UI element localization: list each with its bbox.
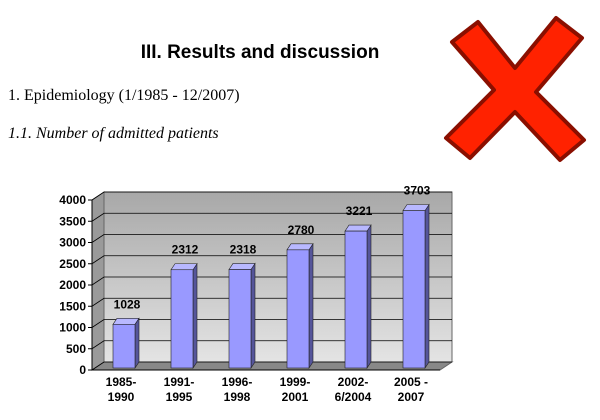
bar bbox=[344, 224, 372, 369]
grid-line bbox=[91, 319, 452, 328]
bar-front bbox=[402, 210, 426, 369]
bar bbox=[286, 242, 314, 369]
slide-heading: III. Results and discussion bbox=[141, 42, 380, 63]
bar-top bbox=[112, 318, 140, 325]
grid-line bbox=[91, 361, 452, 371]
grid-segment bbox=[91, 319, 452, 328]
grid-line bbox=[91, 212, 452, 222]
bar-side bbox=[308, 242, 314, 369]
reject-icon bbox=[444, 16, 586, 162]
x-tick-label: 2005 -2007 bbox=[394, 375, 428, 404]
bar-front bbox=[286, 249, 310, 369]
y-tick-label: 2000 bbox=[59, 278, 86, 292]
value-label: 3221 bbox=[346, 204, 373, 218]
grid-line bbox=[91, 297, 452, 307]
x-tick-label: 1996-1998 bbox=[222, 375, 253, 404]
grid-line bbox=[91, 234, 452, 243]
x-tick-label: 2002-6/2004 bbox=[335, 375, 372, 404]
bar bbox=[228, 262, 256, 369]
bar-top bbox=[170, 263, 198, 271]
y-tick-label: 3000 bbox=[59, 236, 86, 250]
value-label: 1028 bbox=[114, 297, 141, 311]
bar-side bbox=[192, 262, 198, 369]
value-label: 2780 bbox=[288, 223, 315, 237]
bar-front bbox=[344, 230, 368, 369]
bar-side bbox=[250, 262, 256, 369]
grid-segment bbox=[91, 191, 452, 201]
grid-segment bbox=[91, 361, 452, 371]
y-tick-label: 3500 bbox=[59, 214, 86, 228]
grid-segment bbox=[91, 234, 452, 243]
value-label: 3703 bbox=[404, 184, 431, 198]
bar-front bbox=[228, 269, 252, 369]
grid-segment bbox=[91, 340, 452, 350]
bar-side bbox=[424, 203, 430, 369]
grid-line bbox=[91, 191, 452, 201]
bar-top bbox=[402, 204, 430, 211]
y-tick-label: 1500 bbox=[59, 299, 86, 313]
y-tick-label: 0 bbox=[79, 363, 86, 377]
value-label: 2312 bbox=[172, 243, 199, 257]
bar-top bbox=[228, 263, 256, 270]
section-title: 1. Epidemiology (1/1985 - 12/2007) bbox=[8, 87, 240, 104]
y-tick-label: 1000 bbox=[59, 321, 86, 335]
x-tick-label: 1999-2001 bbox=[280, 375, 311, 404]
grid-segment bbox=[91, 297, 452, 307]
grid-segment bbox=[91, 255, 452, 265]
bar-front bbox=[170, 269, 194, 369]
bar bbox=[402, 203, 430, 369]
grid-segment bbox=[91, 212, 452, 222]
floor bbox=[90, 361, 454, 371]
bar-top bbox=[286, 243, 314, 251]
chart: 0 500 1000 1500 2000 2500 3000 3500 4000 1028 1985… bbox=[59, 184, 454, 404]
bar-top bbox=[344, 224, 372, 232]
bar-front bbox=[112, 324, 136, 369]
y-tick-label: 4000 bbox=[59, 193, 86, 207]
bar bbox=[170, 262, 198, 369]
value-label: 2318 bbox=[230, 242, 257, 256]
bar-side bbox=[366, 224, 372, 369]
y-tick-label: 2500 bbox=[59, 257, 86, 271]
bar bbox=[112, 317, 140, 369]
grid-line bbox=[91, 340, 452, 350]
x-tick-label: 1985-1990 bbox=[106, 375, 137, 404]
bar-side bbox=[134, 317, 140, 369]
subsection-title: 1.1. Number of admitted patients bbox=[8, 125, 219, 142]
y-tick-label: 500 bbox=[66, 342, 86, 356]
grid-line bbox=[91, 255, 452, 265]
x-tick-label: 1991-1995 bbox=[164, 375, 195, 404]
grid-segment bbox=[91, 276, 452, 286]
grid-line bbox=[91, 276, 452, 286]
